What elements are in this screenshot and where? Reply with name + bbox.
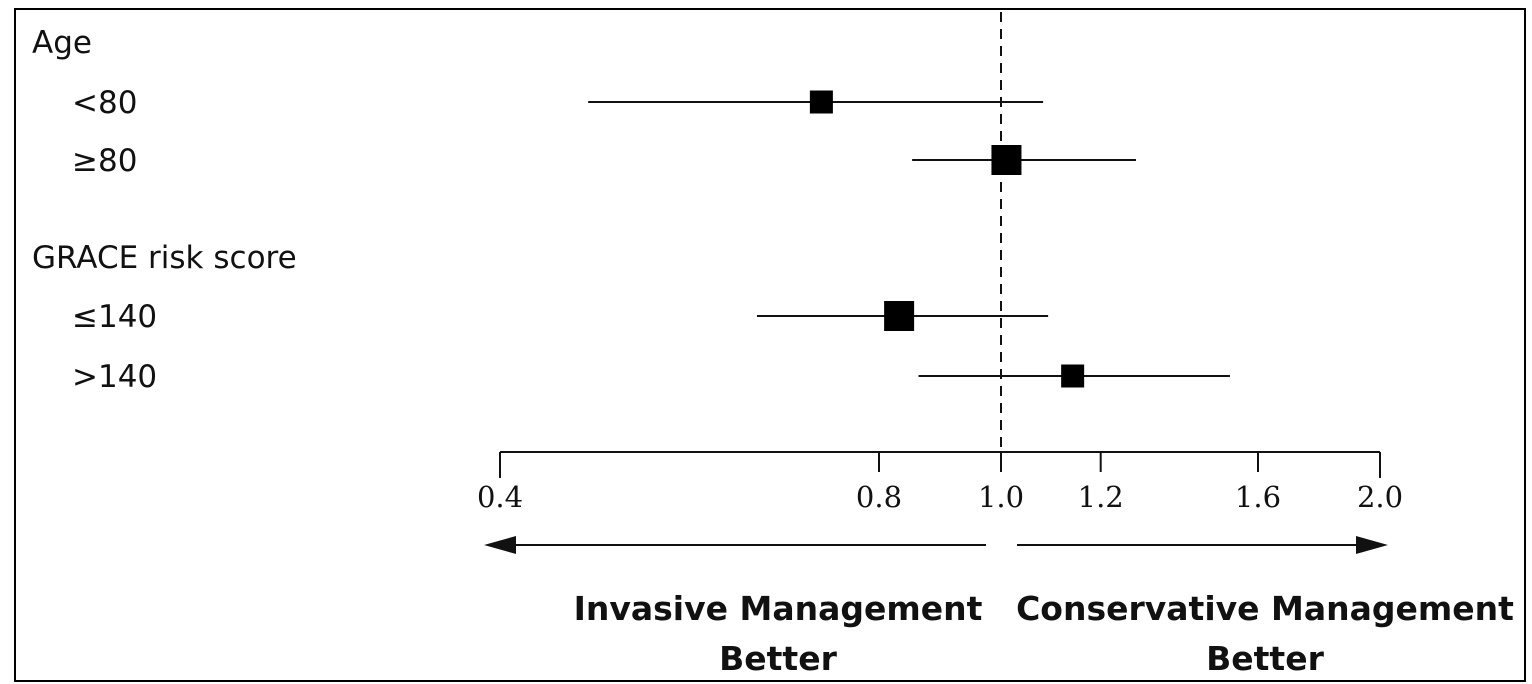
x-tick-label: 0.8 (856, 480, 902, 514)
x-axis-ticks: 0.4 0.8 1.0 1.2 1.6 2.0 (477, 452, 1403, 514)
x-tick-label: 1.2 (1078, 480, 1124, 514)
point-estimate (884, 301, 915, 331)
row-label: ≤140 (72, 299, 157, 335)
chart-frame (14, 8, 1526, 682)
point-estimate (991, 145, 1022, 175)
left-direction-label-line2: Better (719, 639, 837, 678)
group-label: GRACE risk score (32, 240, 297, 276)
left-direction-label-line1: Invasive Management (574, 589, 983, 628)
right-arrow-head (1356, 536, 1388, 554)
left-arrow-head (484, 536, 516, 554)
right-direction-label-line2: Better (1206, 639, 1324, 678)
x-tick-label: 1.6 (1235, 480, 1281, 514)
forest-rows: Age <80 ≥80 GRACE risk score ≤140 >140 (32, 25, 1230, 395)
point-estimate (809, 90, 833, 114)
x-tick-label: 2.0 (1357, 480, 1403, 514)
row-label: ≥80 (72, 143, 137, 179)
row-label: <80 (72, 85, 137, 121)
right-direction-label-line1: Conservative Management (1016, 589, 1514, 628)
x-tick-label: 1.0 (978, 480, 1024, 514)
row-label: >140 (72, 359, 157, 395)
x-tick-label: 0.4 (477, 480, 523, 514)
point-estimate (1061, 364, 1085, 388)
group-label: Age (32, 25, 92, 61)
